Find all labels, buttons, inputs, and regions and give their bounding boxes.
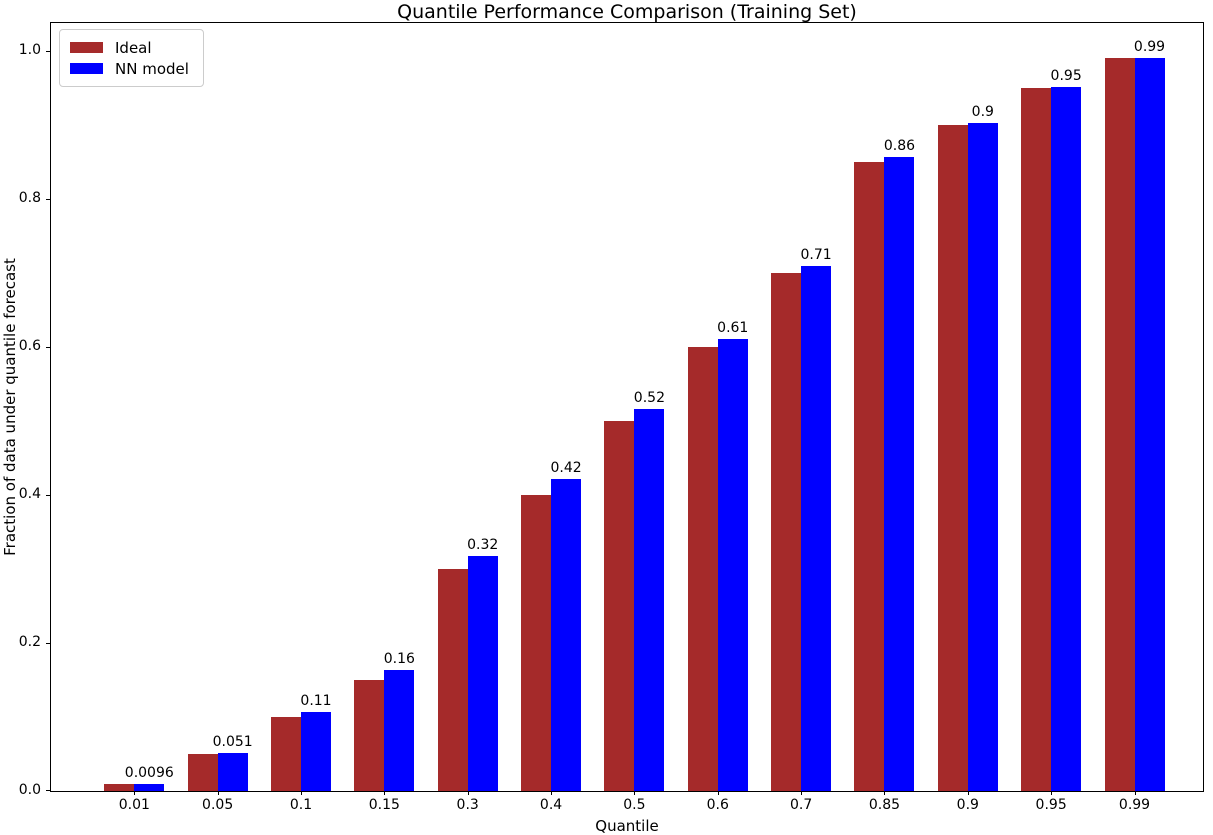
nn-model-bar [467,555,498,791]
bar-value-label: 0.051 [212,734,253,751]
x-tick-label: 0.7 [789,797,813,813]
ideal-bar [1021,88,1052,791]
x-tick [384,791,386,795]
bar-value-label: 0.0096 [124,764,174,781]
x-tick [634,791,636,795]
bar-value-label: 0.71 [800,247,832,264]
x-tick-label: 0.6 [706,797,729,813]
x-tick-label: 0.4 [539,797,563,813]
x-tick [467,791,469,795]
y-tick-label: 1.0 [18,42,41,58]
bar-value-label: 0.99 [1133,39,1166,56]
x-tick [1051,791,1053,795]
x-tick [1134,791,1136,795]
y-tick [46,790,50,791]
bar-value-label: 0.61 [717,319,749,336]
x-tick-label: 0.95 [1035,797,1067,813]
chart-title: Quantile Performance Comparison (Trainin… [397,1,857,23]
y-tick [46,494,50,496]
nn-model-bar [1134,58,1165,791]
x-tick-label: 0.5 [623,797,646,813]
ideal-bar [437,569,468,791]
x-tick-label: 0.05 [202,797,234,813]
x-tick [551,791,553,795]
nn-model-bar [801,266,832,791]
y-axis-label: Fraction of data under quantile forecast [1,258,19,556]
legend-label-nn-model: NN model [115,59,189,78]
bar-value-label: 0.86 [883,137,916,154]
bar-value-label: 0.42 [550,459,582,476]
y-tick-label: 0.0 [18,782,41,798]
bar-value-label: 0.11 [300,692,332,709]
nn-model-bar [1051,87,1082,791]
x-tick [801,791,803,795]
y-tick [46,346,50,348]
x-tick-label: 0.15 [368,797,400,813]
ideal-bar [1104,58,1135,791]
nn-model-bar [967,122,998,791]
x-tick-label: 0.01 [118,797,150,813]
bar-value-label: 0.9 [971,103,994,120]
x-tick-label: 0.9 [956,797,979,813]
nn-model-bar [301,711,331,791]
x-axis-label: Quantile [595,817,659,835]
nn-model-bar [551,478,582,791]
y-tick-label: 0.8 [18,190,41,206]
nn-model-bar [884,156,915,791]
x-tick-label: 0.85 [868,797,901,813]
ideal-bar [937,125,968,791]
legend-item-nn-model: NN model [70,58,189,79]
x-tick [717,791,719,795]
y-tick-label: 0.6 [18,338,41,354]
ideal-bar [604,421,635,791]
nn-model-bar [217,753,248,791]
ideal-bar [271,717,301,791]
y-tick [46,50,50,52]
legend-swatch-nn-model-icon [70,63,103,74]
x-tick [967,791,969,795]
bar-value-label: 0.32 [467,536,499,553]
y-tick [46,642,50,644]
legend: Ideal NN model [59,29,204,87]
y-tick-label: 0.4 [18,486,41,502]
ideal-bar [104,783,135,791]
x-tick-label: 0.99 [1118,797,1151,813]
bar-value-label: 0.16 [383,651,415,668]
legend-item-ideal: Ideal [70,37,189,58]
x-tick [217,791,219,795]
bar-value-label: 0.95 [1050,68,1082,85]
y-tick-label: 0.2 [18,634,41,650]
legend-swatch-ideal-icon [70,42,103,53]
ideal-bar [854,162,885,791]
y-tick [46,198,50,200]
nn-model-bar [634,409,665,791]
legend-label-ideal: Ideal [115,38,152,57]
nn-model-bar [384,670,415,791]
x-tick [301,791,302,795]
ideal-bar [354,680,385,791]
x-tick [884,791,886,795]
plot-area: Ideal NN model 0.0 0.2 0.4 0.6 0.8 1.0 0.0096 0… [19,22,1204,813]
bar-value-label: 0.52 [633,390,665,407]
ideal-bar [771,273,802,791]
x-tick-label: 0.1 [289,797,313,813]
nn-model-bar [134,783,165,791]
ideal-bar [687,347,718,791]
x-tick-label: 0.3 [456,797,479,813]
ideal-bar [521,495,552,791]
nn-model-bar [717,338,748,791]
x-tick [134,791,136,795]
ideal-bar [187,754,218,791]
